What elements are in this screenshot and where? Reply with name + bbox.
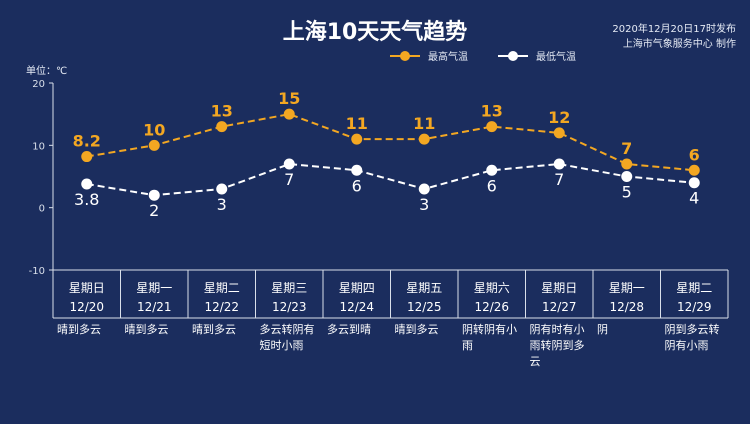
chart-title: 上海10天天气趋势 — [282, 20, 468, 45]
x-tick-date: 12/28 — [609, 300, 644, 314]
x-tick-weekday: 星期一 — [609, 281, 645, 295]
x-tick-weekday: 星期一 — [136, 281, 172, 295]
legend-low-marker — [498, 50, 528, 61]
y-tick-label: 0 — [39, 204, 45, 215]
y-tick-label: 10 — [32, 141, 45, 152]
low-temp-data-label: 6 — [352, 176, 362, 195]
x-tick-weekday: 星期五 — [406, 281, 442, 295]
low-temp-point — [351, 164, 363, 176]
weather-description: 晴到多云 — [57, 323, 101, 336]
x-tick-date: 12/23 — [272, 300, 307, 314]
weather-description: 阴到多云转阴有小雨 — [664, 323, 720, 352]
legend-low: 最低气温 — [498, 48, 576, 63]
high-temp-data-label: 13 — [481, 102, 503, 121]
low-temp-point — [553, 158, 565, 170]
high-temp-data-label: 10 — [143, 120, 165, 139]
low-temp-point — [621, 171, 633, 182]
x-tick-date: 12/27 — [542, 300, 577, 314]
weather-description: 晴到多云 — [192, 323, 236, 336]
high-temp-data-label: 12 — [548, 108, 570, 127]
publisher: 上海市气象服务中心 制作 — [622, 39, 736, 50]
weather-description: 阴有时有小雨转阴到多云 — [529, 323, 585, 368]
low-temp-line — [86, 163, 695, 197]
high-temp-point — [418, 133, 430, 145]
high-temp-line — [86, 113, 695, 172]
x-tick-weekday: 星期六 — [474, 281, 510, 295]
high-temp-data-label: 6 — [689, 145, 700, 164]
high-temp-data-label: 7 — [621, 139, 632, 158]
weather-description: 阴转阴有小雨 — [462, 323, 517, 352]
low-temp-data-label: 5 — [622, 183, 632, 202]
low-temp-point — [81, 178, 93, 190]
low-temp-point — [418, 183, 430, 195]
publish-time: 2020年12月20日17时发布 — [612, 24, 736, 35]
high-temp-point — [621, 158, 633, 170]
low-temp-point — [688, 177, 700, 189]
high-temp-point — [216, 121, 228, 133]
low-temp-point — [216, 183, 228, 195]
y-tick-label: -10 — [29, 266, 45, 277]
high-temp-point — [688, 164, 700, 176]
high-temp-data-label: 15 — [278, 89, 300, 108]
high-temp-data-label: 8.2 — [73, 132, 101, 151]
weather-description: 阴 — [597, 323, 608, 336]
x-tick-date: 12/20 — [69, 300, 104, 314]
x-tick-weekday: 星期三 — [271, 281, 307, 295]
low-temp-point — [486, 164, 498, 176]
high-temp-data-label: 13 — [211, 102, 233, 121]
weather-description: 多云到晴 — [327, 323, 371, 336]
low-temp-data-label: 7 — [284, 170, 294, 189]
high-temp-data-label: 11 — [413, 114, 435, 133]
publish-info: 2020年12月20日17时发布 上海市气象服务中心 制作 — [612, 22, 736, 52]
x-tick-date: 12/24 — [339, 300, 374, 314]
weather-description: 晴到多云 — [394, 323, 439, 336]
high-temp-point — [351, 133, 363, 145]
x-tick-date: 12/21 — [137, 300, 172, 314]
weather-description: 晴到多云 — [124, 323, 169, 336]
x-tick-weekday: 星期二 — [676, 281, 712, 295]
low-temp-data-label: 4 — [689, 189, 699, 208]
low-temp-data-label: 3 — [419, 195, 429, 214]
legend-high-marker — [390, 50, 420, 61]
low-temp-data-label: 3.8 — [74, 190, 99, 209]
high-temp-point — [81, 151, 93, 163]
unit-label: 单位：℃ — [26, 66, 68, 77]
high-temp-point — [553, 127, 565, 139]
low-temp-data-label: 7 — [554, 170, 564, 189]
low-temp-data-label: 6 — [487, 176, 497, 195]
low-temp-point — [148, 189, 160, 201]
legend-low-label: 最低气温 — [536, 52, 576, 63]
low-temp-data-label: 3 — [217, 195, 227, 214]
x-tick-date: 12/22 — [204, 300, 239, 314]
x-tick-date: 12/29 — [677, 300, 712, 314]
x-tick-weekday: 星期四 — [339, 281, 375, 295]
weather-description: 多云转阴有短时小雨 — [259, 323, 315, 352]
x-tick-weekday: 星期二 — [204, 281, 240, 295]
legend: 最高气温 最低气温 — [390, 48, 606, 63]
legend-high-label: 最高气温 — [428, 52, 468, 63]
low-temp-point — [283, 158, 295, 170]
x-tick-date: 12/26 — [474, 300, 509, 314]
high-temp-data-label: 11 — [346, 114, 368, 133]
x-tick-weekday: 星期日 — [541, 281, 577, 295]
high-temp-point — [283, 108, 295, 120]
x-tick-date: 12/25 — [407, 300, 442, 314]
high-temp-point — [486, 121, 498, 133]
legend-high: 最高气温 — [390, 48, 468, 63]
x-tick-weekday: 星期日 — [69, 281, 105, 295]
y-tick-label: 20 — [32, 79, 45, 90]
high-temp-point — [148, 139, 160, 151]
low-temp-data-label: 2 — [149, 201, 159, 220]
